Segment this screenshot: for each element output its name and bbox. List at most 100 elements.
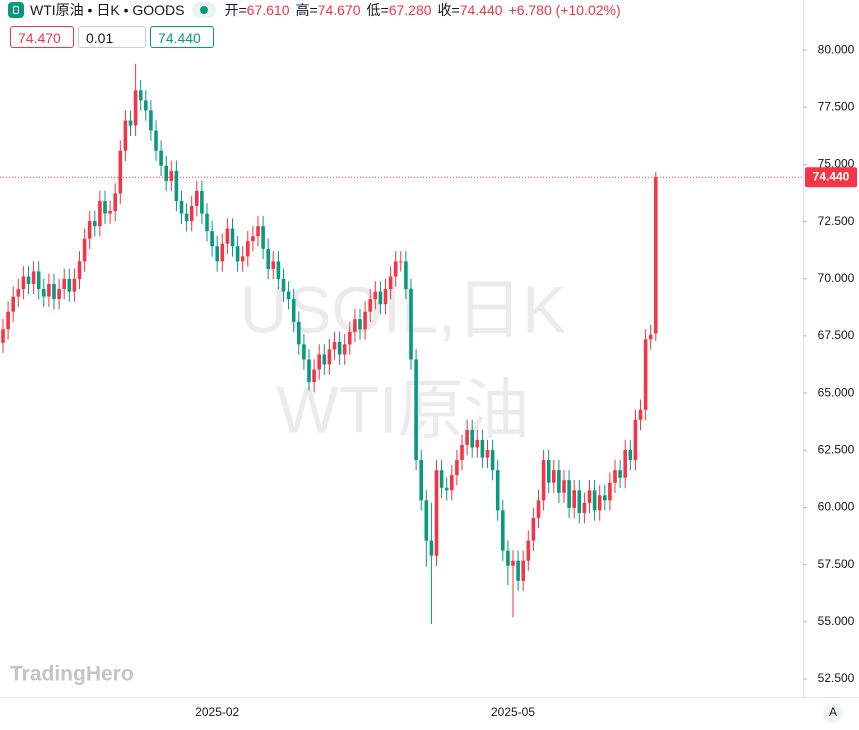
candle-body — [562, 480, 566, 493]
candle-body — [1, 329, 5, 343]
buy-price[interactable]: 74.440 — [150, 26, 214, 48]
candle-body — [613, 470, 617, 483]
candle-body — [113, 193, 117, 212]
candle-body — [470, 429, 474, 448]
last-price-box — [805, 167, 857, 188]
y-tick-label: 57.500 — [818, 557, 855, 571]
candle-body — [220, 243, 225, 262]
candle-body — [419, 460, 423, 501]
candle-body — [429, 540, 434, 556]
candle-body — [179, 201, 184, 214]
candle-body — [353, 319, 357, 332]
candle-body — [475, 439, 480, 448]
candle-body — [174, 170, 179, 202]
candle-body — [16, 289, 21, 297]
quote-value: 67.280 — [388, 2, 432, 18]
candle-body — [47, 284, 51, 297]
candle-body — [531, 517, 536, 541]
candle-body — [154, 130, 158, 151]
candle-body — [261, 226, 265, 249]
candle-body — [577, 490, 582, 513]
quote-value: 74.670 — [317, 2, 361, 18]
candle-body — [587, 490, 592, 503]
candle-body — [552, 470, 556, 483]
y-tick-label: 70.000 — [818, 271, 855, 285]
candle-body — [348, 331, 352, 345]
candle-body — [592, 490, 597, 511]
candle-body — [256, 226, 260, 237]
y-tick-label: 55.000 — [818, 614, 855, 628]
candle-body — [526, 540, 531, 561]
candle-body — [87, 221, 92, 239]
candle-body — [378, 291, 383, 305]
candle-body — [205, 213, 209, 232]
quote-label: 低= — [366, 2, 389, 18]
candle-body — [225, 228, 230, 244]
brand: TradingHero — [10, 663, 134, 686]
candle-body — [307, 359, 311, 383]
candle-body — [36, 271, 41, 290]
candle-body — [52, 284, 56, 300]
candle-body — [62, 278, 66, 290]
candle-body — [638, 409, 643, 420]
candle-body — [490, 450, 495, 471]
y-tick-label: 62.500 — [818, 442, 855, 456]
candle-body — [332, 341, 337, 350]
candle-body — [317, 354, 321, 370]
candle-body — [21, 276, 26, 290]
spread: 0.01 — [78, 26, 146, 48]
y-tick-label: 67.500 — [818, 328, 855, 342]
scale-button-label[interactable]: A — [829, 705, 837, 719]
candle-body — [123, 120, 128, 151]
y-tick-label: 60.000 — [818, 500, 855, 514]
candle-body — [557, 470, 561, 493]
candle-body — [108, 211, 112, 214]
last-price-label: 74.440 — [813, 169, 850, 183]
candle-body — [628, 450, 633, 461]
scale-button[interactable] — [823, 703, 843, 723]
header: WTI原油 • 日K • GOODS 开=67.610 高=74.670 低=6… — [8, 0, 621, 20]
candle-body — [511, 560, 515, 566]
candle-body — [246, 241, 250, 257]
candle-body — [31, 271, 36, 285]
y-tick-label: 65.000 — [818, 385, 855, 399]
x-tick-label: 2025-02 — [195, 705, 239, 719]
candle-body — [603, 495, 607, 501]
y-tick-label: 80.000 — [818, 42, 855, 56]
candles — [1, 63, 658, 625]
candle-body — [297, 321, 301, 345]
candle-body — [623, 450, 627, 478]
candle-body — [200, 190, 204, 214]
candle-body — [302, 344, 306, 360]
candle-body — [230, 228, 235, 247]
candle-body — [251, 236, 255, 242]
candle-body — [368, 299, 372, 312]
candle-body — [184, 213, 189, 222]
candle-body — [399, 261, 403, 263]
candle-body — [26, 276, 31, 285]
candle-body — [189, 206, 194, 222]
candle-body — [501, 510, 505, 551]
candle-body — [608, 482, 612, 501]
candle-body — [654, 177, 658, 334]
candle-body — [383, 289, 388, 305]
candle-body — [572, 490, 576, 508]
candle-body — [77, 261, 82, 279]
candle-body — [312, 369, 316, 383]
candle-body — [434, 470, 439, 556]
candle-body — [485, 450, 490, 458]
candle-body — [444, 487, 449, 491]
candle-body — [42, 289, 46, 297]
candle-body — [633, 419, 638, 461]
candle-body — [11, 296, 15, 312]
candle-body — [72, 278, 77, 292]
y-tick-label: 52.500 — [818, 671, 855, 685]
candle-body — [495, 470, 500, 511]
sell-price[interactable]: 74.470 — [10, 26, 74, 48]
candle-body — [516, 560, 520, 581]
candle-body — [582, 502, 587, 513]
quote-label: 收= — [437, 2, 460, 18]
candle-body — [286, 291, 291, 300]
